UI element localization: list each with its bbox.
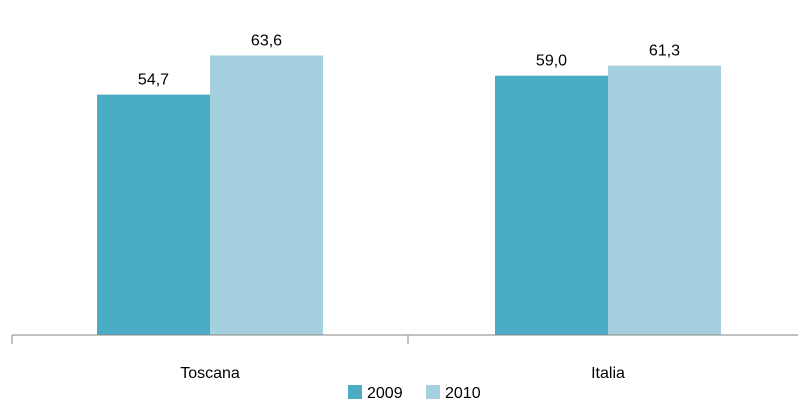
- category-label-italia: Italia: [591, 365, 625, 382]
- data-label-italia-2009: 59,0: [536, 53, 567, 70]
- bar-toscana-2010: [210, 55, 323, 335]
- category-label-toscana: Toscana: [180, 365, 240, 382]
- data-label-toscana-2009: 54,7: [138, 72, 169, 89]
- x-axis: Toscana Italia: [11, 334, 798, 382]
- bars-layer: [97, 55, 721, 335]
- data-label-italia-2010: 61,3: [649, 43, 680, 60]
- data-label-toscana-2010: 63,6: [251, 33, 282, 50]
- bar-toscana-2009: [97, 94, 210, 335]
- legend: 2009 2010: [348, 385, 481, 402]
- bar-italia-2009: [495, 75, 608, 335]
- legend-label-2010: 2010: [445, 385, 481, 401]
- data-labels-layer: 54,7 63,6 59,0 61,3: [138, 33, 680, 89]
- legend-swatch-2009: [348, 385, 362, 399]
- legend-swatch-2010: [426, 385, 440, 399]
- legend-label-2009: 2009: [367, 385, 403, 401]
- bar-italia-2010: [608, 65, 721, 335]
